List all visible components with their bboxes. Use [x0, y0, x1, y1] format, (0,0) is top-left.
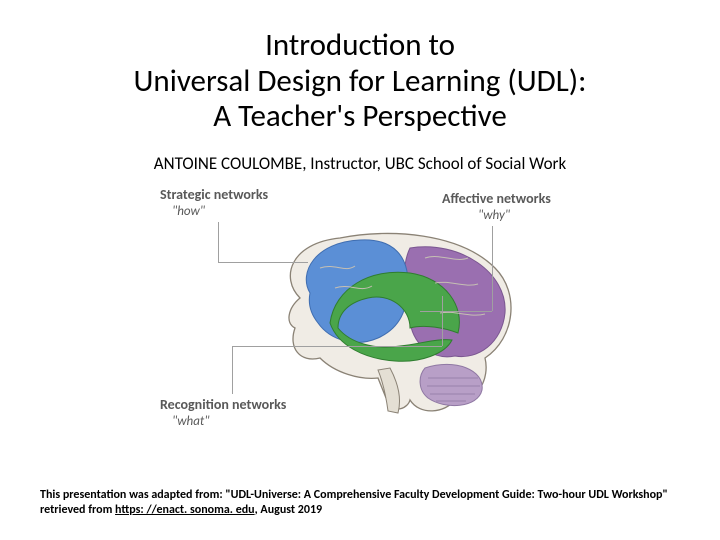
brain-figure: Strategic networks "how" Affective netwo…	[160, 186, 560, 434]
title-line-3: A Teacher's Perspective	[213, 97, 507, 135]
affective-leader-h	[420, 311, 492, 312]
recognition-label: Recognition networks	[160, 396, 286, 413]
recognition-leader-v	[232, 346, 233, 394]
strategic-sublabel: "how"	[172, 204, 205, 219]
recognition-leader-v2	[442, 296, 443, 346]
affective-sublabel: "why"	[478, 208, 510, 223]
brain-diagram	[260, 228, 520, 418]
affective-label: Affective networks	[442, 190, 551, 207]
slide-title: Introduction to Universal Design for Lea…	[40, 28, 680, 135]
citation-link[interactable]: https: //enact. sonoma. edu	[115, 503, 255, 517]
slide: Introduction to Universal Design for Lea…	[0, 0, 720, 540]
strategic-label: Strategic networks	[160, 186, 268, 203]
recognition-leader-h1	[232, 346, 442, 347]
author-text: ANTOINE COULOMBE, Instructor, UBC School…	[154, 153, 566, 174]
title-line-1: Introduction to	[265, 26, 455, 64]
affective-leader-v	[492, 226, 493, 311]
strategic-leader-h	[218, 262, 308, 263]
title-line-2: Universal Design for Learning (UDL):	[134, 62, 587, 100]
citation: This presentation was adapted from: "UDL…	[40, 488, 680, 518]
author-line: ANTOINE COULOMBE, Instructor, UBC School…	[40, 153, 680, 174]
strategic-leader-v	[218, 222, 219, 262]
recognition-sublabel: "what"	[172, 414, 209, 429]
citation-suffix: , August 2019	[255, 503, 323, 517]
